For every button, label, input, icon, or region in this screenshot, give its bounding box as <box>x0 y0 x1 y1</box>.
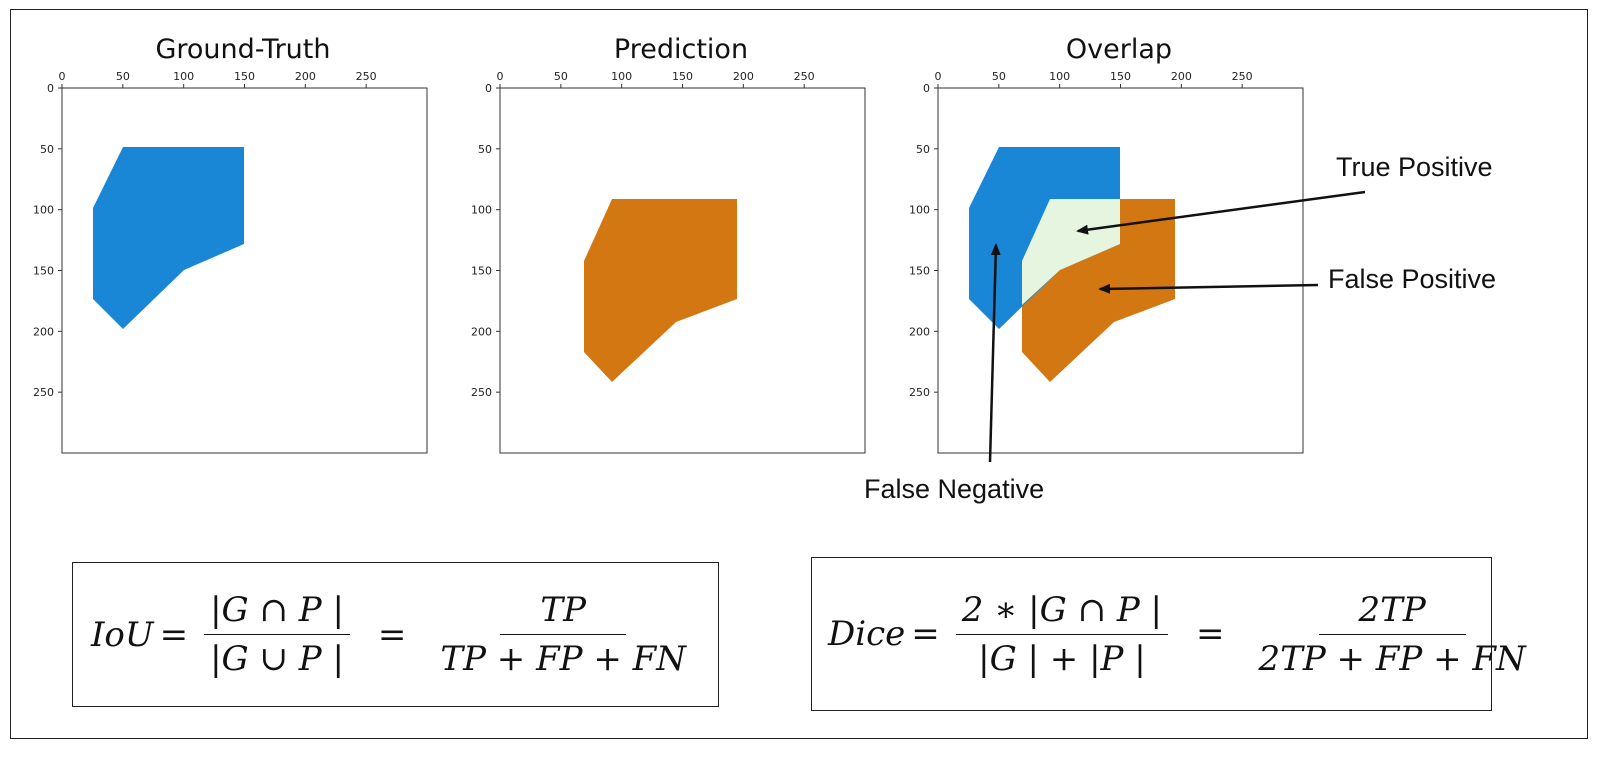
iou-formula-box: IoU = |G ∩ P | |G ∪ P | = TP TP + FP + F… <box>72 562 719 707</box>
iou-lhs: IoU <box>91 614 154 655</box>
equals-sign: = <box>1196 614 1225 654</box>
iou-union: |G ∪ P | <box>210 639 344 679</box>
y-tick-label: 150 <box>909 265 930 278</box>
y-tick-label: 50 <box>478 143 492 156</box>
false-positive-label: False Positive <box>1328 264 1497 294</box>
iou-denominator: TP + FP + FN <box>440 639 686 679</box>
panel-ground-truth: Ground-Truth 0 50 100 150 200 250 0 50 100 150 20… <box>28 34 458 474</box>
panel-title: Overlap <box>1065 34 1173 65</box>
panel-overlap: Overlap 0 50 100 150 200 250 0 50 100 150 200 250 <box>904 34 1334 474</box>
y-tick-label: 0 <box>47 82 54 95</box>
iou-count-fraction: TP TP + FP + FN <box>434 590 692 679</box>
x-tick-label: 150 <box>234 70 255 83</box>
true-positive-arrow <box>1076 190 1366 235</box>
prediction-axes: 0 50 100 150 200 250 0 50 100 150 200 250 <box>471 70 866 454</box>
false-positive-arrow <box>1098 283 1319 294</box>
y-tick-label: 250 <box>909 386 930 399</box>
y-tick-label: 100 <box>33 204 54 217</box>
x-tick-label: 200 <box>733 70 754 83</box>
x-tick-label: 100 <box>173 70 194 83</box>
iou-numerator: TP <box>500 590 626 635</box>
y-tick-label: 50 <box>916 143 930 156</box>
y-tick-label: 200 <box>909 325 930 338</box>
x-axis-ticks: 0 50 100 150 200 250 <box>497 70 815 88</box>
y-tick-label: 50 <box>40 143 54 156</box>
overlap-axes: 0 50 100 150 200 250 0 50 100 150 200 250 <box>909 70 1304 454</box>
dice-formula-box: Dice = 2 ∗ |G ∩ P | |G | + |P | = 2TP 2T… <box>811 557 1526 711</box>
x-axis-ticks: 0 50 100 150 200 250 <box>935 70 1253 88</box>
dice-formula: Dice = 2 ∗ |G ∩ P | |G | + |P | = 2TP 2T… <box>812 558 1526 710</box>
iou-intersection: |G ∩ P | <box>204 590 350 635</box>
dice-numerator: 2TP <box>1318 590 1466 635</box>
y-tick-label: 0 <box>485 82 492 95</box>
equals-sign: = <box>377 614 407 655</box>
dice-lhs: Dice <box>828 614 906 654</box>
x-tick-label: 250 <box>356 70 377 83</box>
ground-truth-axes: 0 50 100 150 200 250 0 50 100 150 200 250 <box>33 70 428 454</box>
y-tick-label: 200 <box>471 325 492 338</box>
y-axis-ticks: 0 50 100 150 200 250 <box>909 82 938 399</box>
y-tick-label: 250 <box>471 386 492 399</box>
y-tick-label: 100 <box>471 204 492 217</box>
true-positive-label: True Positive <box>1336 152 1493 182</box>
equals-sign: = <box>911 614 940 654</box>
overlap-true-positive-region <box>1022 199 1120 305</box>
x-tick-label: 0 <box>497 70 504 83</box>
y-tick-label: 0 <box>923 82 930 95</box>
equals-sign: = <box>159 614 189 655</box>
dice-intersection: 2 ∗ |G ∩ P | <box>955 590 1169 635</box>
x-tick-label: 50 <box>992 70 1006 83</box>
panel-title: Ground-Truth <box>155 34 331 65</box>
false-negative-arrow <box>988 243 1001 463</box>
x-tick-label: 200 <box>1171 70 1192 83</box>
dice-sum: |G | + |P | <box>978 638 1146 679</box>
x-tick-label: 150 <box>672 70 693 83</box>
ground-truth-mask <box>93 147 244 329</box>
dice-count-fraction: 2TP 2TP + FP + FN <box>1253 590 1532 679</box>
panel-title: Prediction <box>613 34 749 65</box>
y-tick-label: 150 <box>471 265 492 278</box>
dice-denominator: 2TP + FP + FN <box>1258 638 1526 679</box>
iou-formula: IoU = |G ∩ P | |G ∪ P | = TP TP + FP + F… <box>73 563 718 706</box>
prediction-mask <box>584 199 737 382</box>
panel-prediction: Prediction 0 50 100 150 200 250 0 50 100 150 200 2… <box>466 34 896 474</box>
false-negative-label: False Negative <box>864 474 1045 504</box>
x-tick-label: 0 <box>59 70 66 83</box>
x-axis-ticks: 0 50 100 150 200 250 <box>59 70 377 88</box>
x-tick-label: 50 <box>116 70 130 83</box>
y-tick-label: 200 <box>33 325 54 338</box>
y-tick-label: 150 <box>33 265 54 278</box>
x-tick-label: 0 <box>935 70 942 83</box>
x-tick-label: 250 <box>794 70 815 83</box>
y-tick-label: 100 <box>909 204 930 217</box>
x-tick-label: 100 <box>611 70 632 83</box>
x-tick-label: 150 <box>1110 70 1131 83</box>
x-tick-label: 250 <box>1232 70 1253 83</box>
x-tick-label: 50 <box>554 70 568 83</box>
y-axis-ticks: 0 50 100 150 200 250 <box>33 82 62 399</box>
iou-set-fraction: |G ∩ P | |G ∪ P | <box>204 590 350 679</box>
figure-frame <box>10 9 1588 739</box>
y-tick-label: 250 <box>33 386 54 399</box>
x-tick-label: 200 <box>295 70 316 83</box>
x-tick-label: 100 <box>1049 70 1070 83</box>
y-axis-ticks: 0 50 100 150 200 250 <box>471 82 500 399</box>
dice-set-fraction: 2 ∗ |G ∩ P | |G | + |P | <box>955 590 1169 679</box>
